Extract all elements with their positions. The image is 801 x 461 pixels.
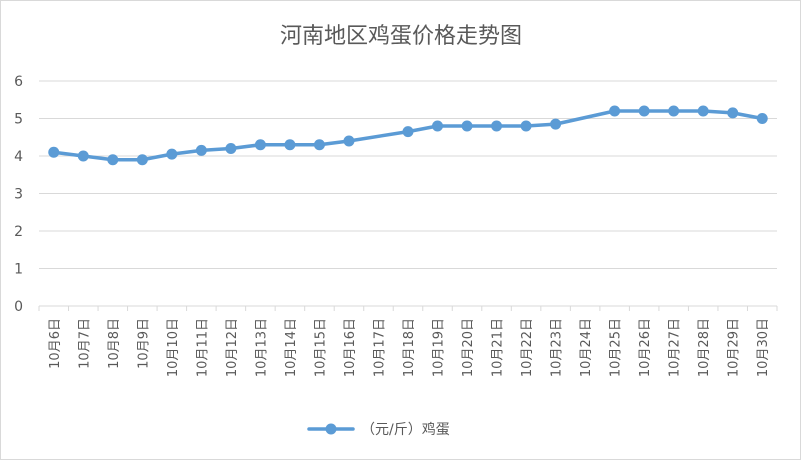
x-tick-label: 10月24日 bbox=[579, 318, 594, 377]
x-tick-label: 10月6日 bbox=[48, 318, 63, 369]
y-tick-label: 5 bbox=[14, 112, 23, 128]
y-tick-label: 3 bbox=[14, 187, 23, 203]
x-tick-label: 10月23日 bbox=[550, 318, 565, 377]
chart-title: 河南地区鸡蛋价格走势图 bbox=[280, 24, 522, 49]
data-point bbox=[195, 144, 207, 156]
x-tick-label: 10月25日 bbox=[609, 318, 624, 377]
x-tick-label: 10月11日 bbox=[195, 318, 210, 377]
data-point bbox=[343, 135, 355, 147]
x-tick-label: 10月30日 bbox=[756, 318, 771, 377]
y-axis-ticks: 0 1 2 3 4 5 6 bbox=[14, 74, 23, 315]
data-point bbox=[254, 139, 266, 151]
x-tick-label: 10月21日 bbox=[491, 318, 506, 377]
x-tick-label: 10月8日 bbox=[107, 318, 122, 369]
legend-label: （元/斤）鸡蛋 bbox=[361, 421, 450, 438]
x-tick-label: 10月10日 bbox=[166, 318, 181, 377]
x-tick-label: 10月18日 bbox=[402, 318, 417, 377]
data-point bbox=[284, 139, 296, 151]
data-point bbox=[77, 150, 89, 162]
x-tick-label: 10月12日 bbox=[225, 318, 240, 377]
x-tick-label: 10月16日 bbox=[343, 318, 358, 377]
data-point bbox=[313, 139, 325, 151]
x-tick-label: 10月27日 bbox=[668, 318, 683, 377]
x-tick-label: 10月22日 bbox=[520, 318, 535, 377]
x-tick-label: 10月26日 bbox=[638, 318, 653, 377]
data-point bbox=[225, 143, 237, 154]
x-tick-label: 10月15日 bbox=[313, 318, 328, 377]
data-point bbox=[402, 126, 414, 138]
x-tick-label: 10月13日 bbox=[254, 318, 269, 377]
data-point bbox=[609, 105, 621, 117]
data-point bbox=[668, 105, 680, 117]
x-tick-label: 10月28日 bbox=[697, 318, 712, 377]
x-tick-label: 10月17日 bbox=[372, 318, 387, 377]
y-tick-label: 1 bbox=[14, 262, 23, 278]
y-tick-label: 0 bbox=[14, 299, 23, 315]
data-point bbox=[48, 146, 60, 158]
x-tick-label: 10月19日 bbox=[432, 318, 447, 377]
legend: （元/斤）鸡蛋 bbox=[307, 421, 450, 438]
data-point bbox=[432, 120, 444, 132]
data-point bbox=[756, 113, 768, 124]
data-point bbox=[166, 148, 178, 160]
x-axis bbox=[38, 305, 778, 311]
data-point bbox=[550, 118, 562, 130]
data-point bbox=[727, 107, 739, 119]
y-tick-label: 4 bbox=[14, 149, 23, 165]
x-tick-label: 10月14日 bbox=[284, 318, 299, 377]
data-point bbox=[107, 154, 119, 166]
gridlines bbox=[39, 80, 777, 269]
x-tick-label: 10月29日 bbox=[727, 318, 742, 377]
data-point bbox=[136, 154, 148, 166]
data-point bbox=[520, 120, 532, 132]
y-tick-label: 2 bbox=[14, 224, 23, 240]
y-tick-label: 6 bbox=[14, 74, 23, 90]
x-tick-label: 10月7日 bbox=[77, 318, 92, 369]
x-tick-label: 10月20日 bbox=[461, 318, 476, 377]
series-layer bbox=[48, 105, 768, 166]
data-point bbox=[697, 105, 709, 117]
x-axis-ticks: 10月6日 10月7日 10月8日 10月9日 10月10日 10月11日 10月12日 10… bbox=[48, 318, 771, 377]
data-point bbox=[491, 120, 503, 132]
data-point bbox=[638, 105, 650, 117]
legend-marker bbox=[325, 423, 337, 435]
x-tick-label: 10月9日 bbox=[136, 318, 151, 369]
data-point bbox=[461, 120, 473, 132]
